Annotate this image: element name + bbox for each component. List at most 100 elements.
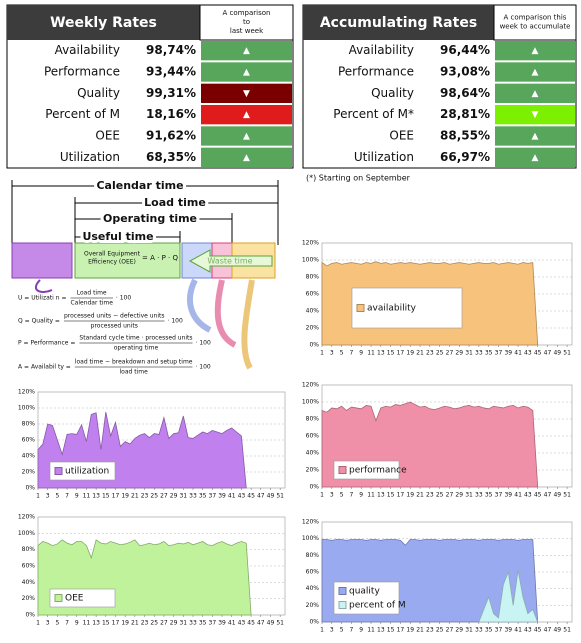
x-tick-label: 29 bbox=[170, 493, 178, 500]
x-tick-label: 17 bbox=[112, 620, 120, 627]
x-tick-label: 7 bbox=[349, 627, 353, 634]
x-tick-label: 17 bbox=[112, 493, 120, 500]
x-tick-label: 21 bbox=[416, 492, 424, 499]
y-tick-label: 100% bbox=[18, 405, 35, 412]
arrow-cell bbox=[201, 41, 292, 61]
x-tick-label: 19 bbox=[121, 493, 129, 500]
x-tick-label: 25 bbox=[436, 627, 444, 634]
x-tick-label: 43 bbox=[238, 493, 246, 500]
legend-box bbox=[49, 461, 116, 481]
x-tick-label: 21 bbox=[416, 350, 424, 357]
x-tick-label: 47 bbox=[544, 350, 552, 357]
y-tick-label: 60% bbox=[306, 569, 320, 576]
x-tick-label: 27 bbox=[160, 620, 168, 627]
x-tick-label: 45 bbox=[534, 492, 542, 499]
x-tick-label: 19 bbox=[406, 492, 414, 499]
x-tick-label: 33 bbox=[475, 492, 483, 499]
y-tick-label: 0% bbox=[309, 484, 319, 491]
x-tick-label: 7 bbox=[65, 620, 69, 627]
legend-label: performance bbox=[349, 466, 407, 476]
row-label: Quality bbox=[77, 86, 120, 100]
x-tick-label: 9 bbox=[359, 627, 363, 634]
y-tick-label: 80% bbox=[22, 421, 36, 428]
arrow: ▲ bbox=[532, 89, 539, 99]
legend-swatch bbox=[54, 467, 63, 475]
legend-label: percent of M bbox=[349, 601, 406, 611]
oee-label: Efficiency (OEE) bbox=[88, 259, 136, 266]
x-tick-label: 7 bbox=[65, 493, 69, 500]
formula-factor: · 100 bbox=[116, 295, 131, 302]
formula-lhs: U = Utilizati n = bbox=[18, 295, 66, 302]
formula-numerator: Standard cycle time · processed units bbox=[79, 335, 192, 342]
x-tick-label: 29 bbox=[455, 350, 463, 357]
x-tick-label: 17 bbox=[397, 492, 405, 499]
row-label: Utilization bbox=[60, 150, 120, 164]
y-tick-label: 100% bbox=[302, 257, 319, 264]
row-value: 99,31% bbox=[146, 86, 196, 100]
oee-formula: = A · P · Q bbox=[142, 254, 178, 262]
x-tick-label: 49 bbox=[553, 492, 561, 499]
y-tick-label: 0% bbox=[309, 619, 319, 626]
y-tick-label: 80% bbox=[306, 416, 320, 423]
formula-factor: · 100 bbox=[195, 364, 210, 371]
x-tick-label: 39 bbox=[504, 492, 512, 499]
x-tick-label: 3 bbox=[330, 350, 334, 357]
y-tick-label: 40% bbox=[306, 585, 320, 592]
formula-numerator: Load time bbox=[77, 290, 107, 297]
x-tick-label: 33 bbox=[189, 493, 197, 500]
x-tick-label: 15 bbox=[387, 350, 395, 357]
y-tick-label: 40% bbox=[22, 453, 36, 460]
y-tick-label: 80% bbox=[306, 274, 320, 281]
row-label: Performance bbox=[338, 65, 414, 79]
x-tick-label: 25 bbox=[150, 493, 158, 500]
x-tick-label: 9 bbox=[359, 350, 363, 357]
x-tick-label: 5 bbox=[55, 620, 59, 627]
x-tick-label: 39 bbox=[504, 627, 512, 634]
table-title: Accumulating Rates bbox=[320, 15, 477, 31]
x-tick-label: 45 bbox=[247, 493, 255, 500]
y-tick-label: 0% bbox=[25, 485, 35, 492]
x-tick-label: 13 bbox=[377, 492, 385, 499]
x-tick-label: 39 bbox=[504, 350, 512, 357]
legend-swatch bbox=[338, 587, 347, 595]
x-tick-label: 45 bbox=[247, 620, 255, 627]
x-tick-label: 11 bbox=[367, 492, 375, 499]
comparison-text: A comparison bbox=[223, 9, 271, 17]
legend-label: utilization bbox=[65, 467, 109, 477]
x-tick-label: 37 bbox=[209, 620, 217, 627]
x-tick-label: 3 bbox=[46, 620, 50, 627]
y-tick-label: 60% bbox=[306, 433, 320, 440]
x-tick-label: 51 bbox=[563, 350, 571, 357]
x-tick-label: 27 bbox=[446, 492, 454, 499]
x-tick-label: 19 bbox=[406, 627, 414, 634]
x-tick-label: 3 bbox=[46, 493, 50, 500]
arrow-cell bbox=[495, 83, 575, 103]
arrow-cell bbox=[495, 105, 575, 125]
y-tick-label: 20% bbox=[22, 469, 36, 476]
formula-denominator: load time bbox=[120, 369, 149, 376]
x-tick-label: 23 bbox=[141, 493, 149, 500]
x-tick-label: 49 bbox=[553, 627, 561, 634]
x-tick-label: 17 bbox=[397, 627, 405, 634]
x-tick-label: 31 bbox=[179, 620, 187, 627]
arrow: ▲ bbox=[243, 153, 250, 163]
x-tick-label: 47 bbox=[544, 492, 552, 499]
row-value: 98,74% bbox=[146, 43, 196, 57]
x-tick-label: 35 bbox=[485, 350, 493, 357]
x-tick-label: 7 bbox=[349, 492, 353, 499]
table-header bbox=[7, 5, 200, 40]
x-tick-label: 3 bbox=[330, 492, 334, 499]
arrow-cell bbox=[201, 147, 292, 167]
arrow-cell bbox=[201, 83, 292, 103]
x-tick-label: 3 bbox=[330, 627, 334, 634]
y-tick-label: 60% bbox=[22, 437, 36, 444]
x-tick-label: 23 bbox=[426, 492, 434, 499]
x-tick-label: 29 bbox=[455, 627, 463, 634]
x-tick-label: 25 bbox=[436, 492, 444, 499]
arrow: ▲ bbox=[532, 153, 539, 163]
x-tick-label: 13 bbox=[377, 627, 385, 634]
x-tick-label: 45 bbox=[534, 350, 542, 357]
x-tick-label: 31 bbox=[179, 493, 187, 500]
x-tick-label: 35 bbox=[199, 620, 207, 627]
